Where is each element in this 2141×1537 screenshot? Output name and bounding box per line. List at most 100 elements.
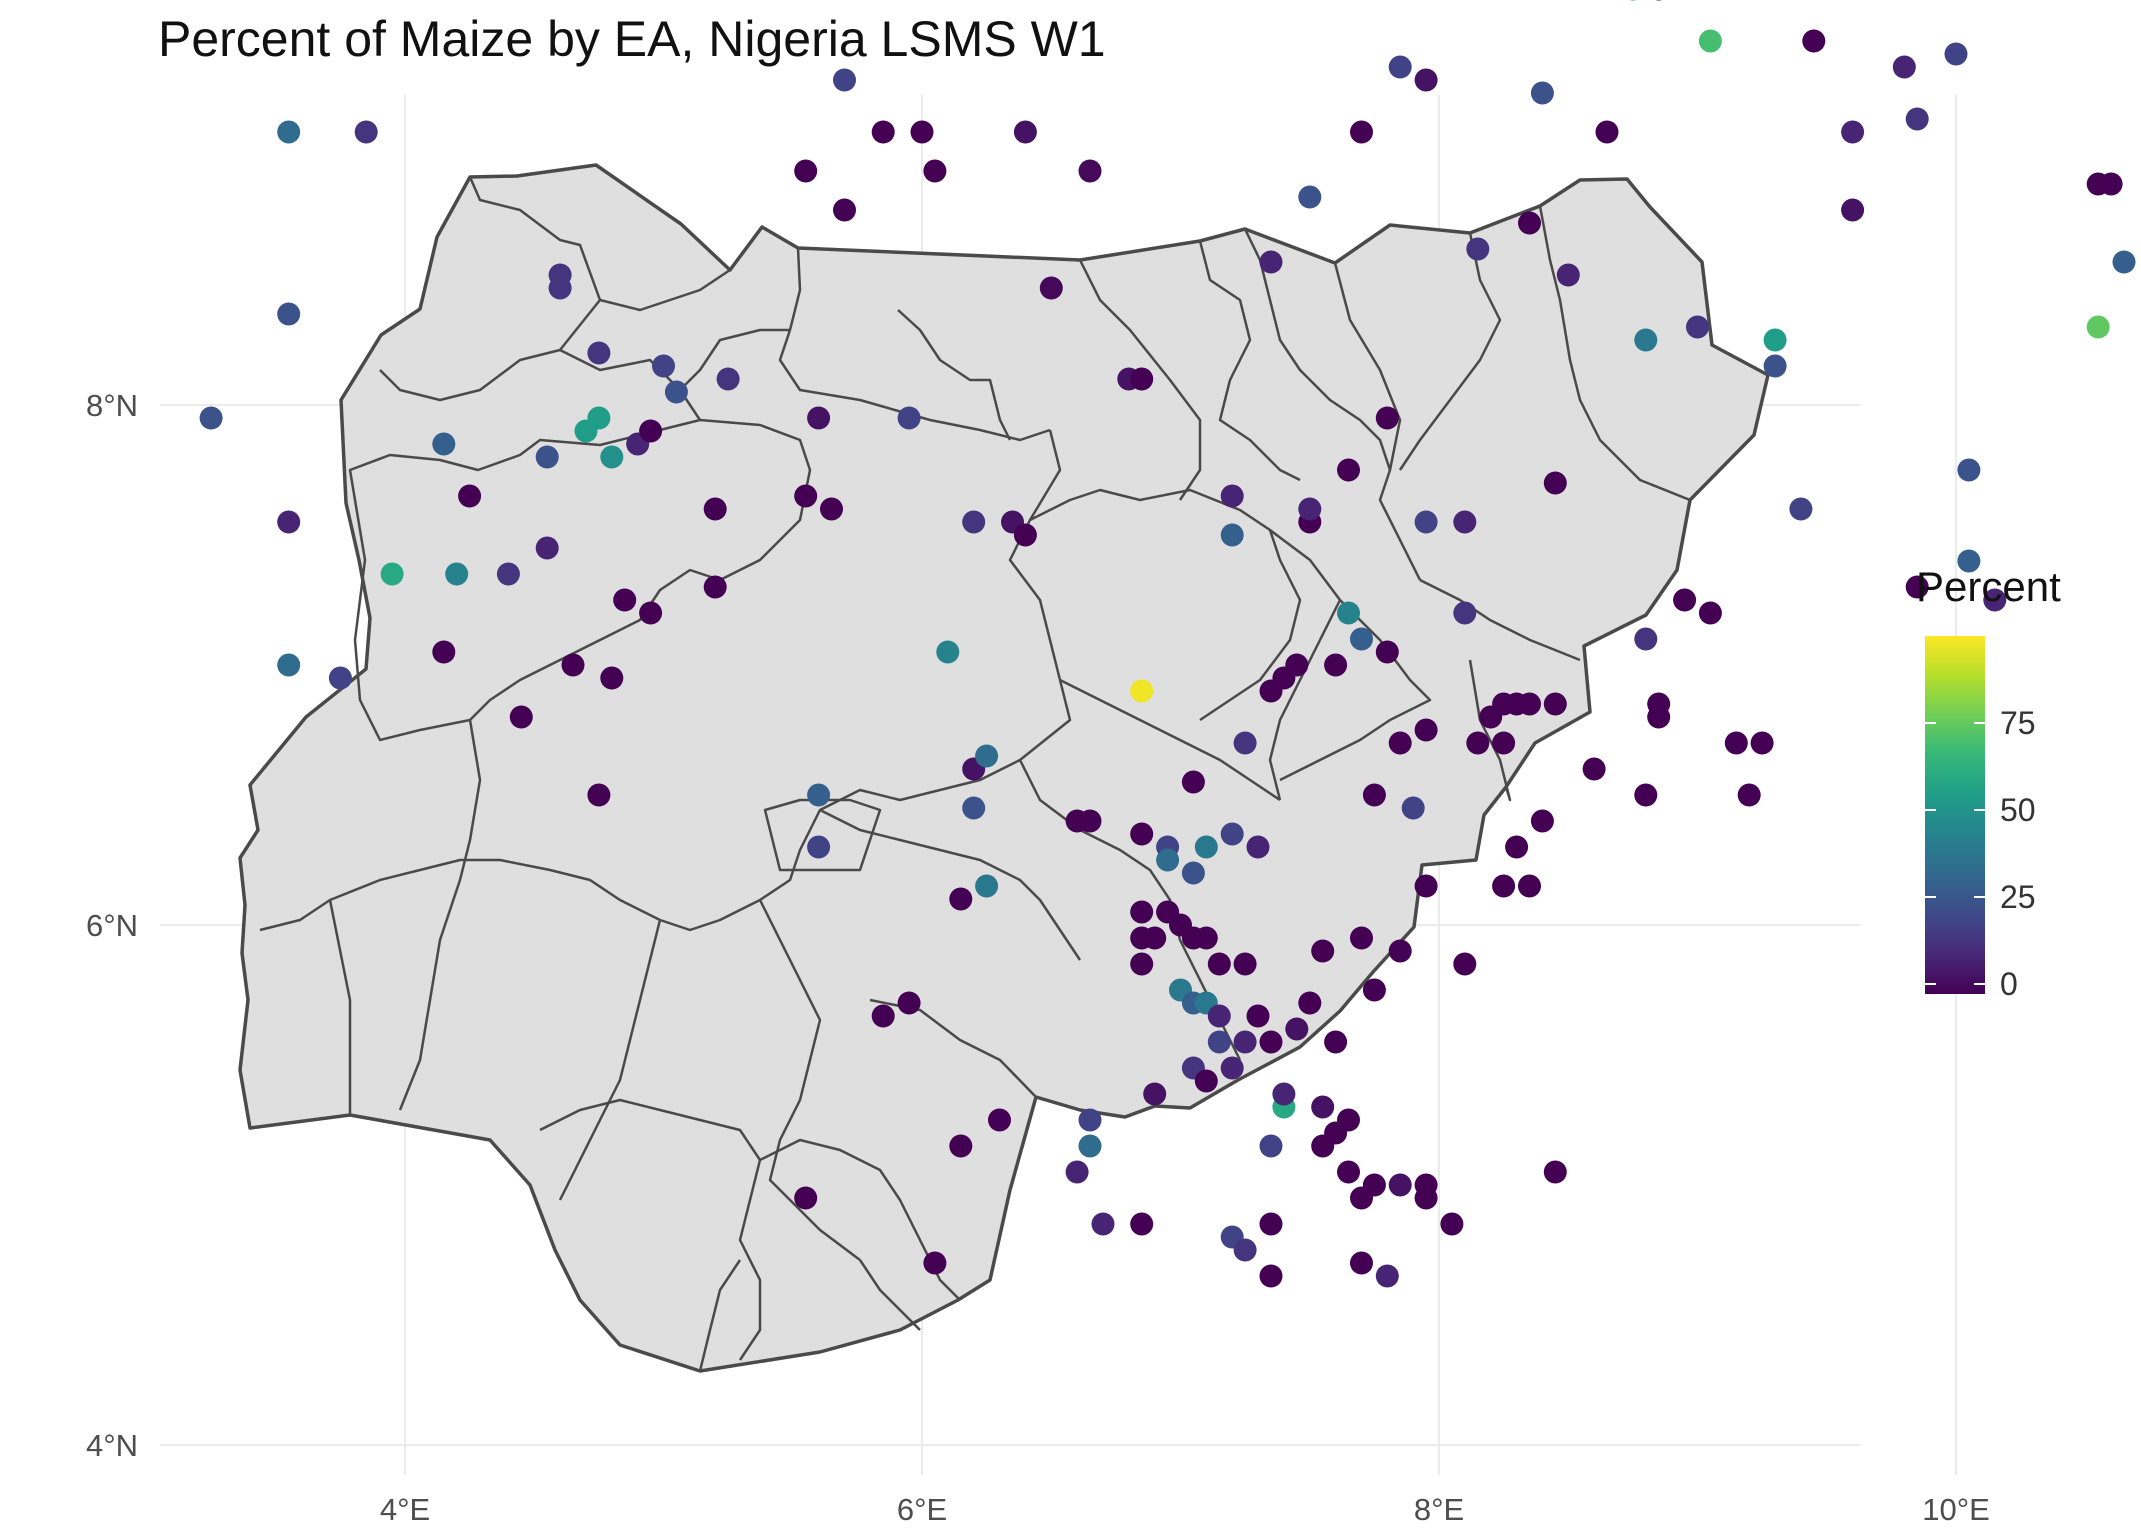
ea-point <box>1595 120 1619 144</box>
ea-point <box>1518 874 1541 898</box>
ea-point <box>1362 783 1386 807</box>
ea-point <box>936 640 960 664</box>
ea-point <box>923 159 947 183</box>
ea-point <box>975 744 999 768</box>
ea-point <box>1143 926 1167 950</box>
ea-point <box>1298 185 1322 209</box>
ea-point <box>1039 276 1063 300</box>
ea-point <box>535 536 559 560</box>
ea-point <box>923 1251 947 1275</box>
ea-point <box>1673 588 1697 612</box>
ea-point <box>1698 29 1722 53</box>
ea-point <box>561 653 585 677</box>
ea-point <box>1130 900 1154 924</box>
ea-point <box>1181 861 1205 885</box>
ea-point <box>277 510 301 534</box>
ea-point <box>1259 1030 1283 1054</box>
ea-point <box>1556 263 1580 287</box>
y-tick-label: 6°N <box>86 908 138 943</box>
ea-point <box>1194 1069 1218 1093</box>
ea-point <box>807 783 831 807</box>
ea-point <box>949 1134 973 1158</box>
ea-point <box>962 796 986 820</box>
ea-point <box>1388 939 1412 963</box>
ea-point <box>458 484 482 508</box>
ea-point <box>2112 250 2136 274</box>
ea-point <box>1414 718 1438 742</box>
ea-point <box>1194 835 1218 859</box>
ea-point <box>1582 757 1606 781</box>
ea-point <box>794 1186 818 1210</box>
ea-point <box>1841 120 1865 144</box>
ea-point <box>1078 1134 1102 1158</box>
ea-point <box>1246 835 1270 859</box>
ea-point <box>1091 1212 1115 1236</box>
ea-point <box>1388 731 1412 755</box>
ea-point <box>1453 601 1477 625</box>
ea-point <box>1983 588 2007 612</box>
ea-point <box>833 68 856 92</box>
ea-point <box>1763 328 1787 352</box>
ea-point <box>1350 926 1373 950</box>
ea-point <box>1414 1186 1438 1210</box>
ea-point <box>1350 1251 1373 1275</box>
legend-tick-label: 0 <box>2000 966 2018 1002</box>
ea-point <box>664 380 688 404</box>
ea-point <box>794 484 818 508</box>
ea-point <box>1233 1238 1257 1262</box>
ea-point <box>1647 705 1671 729</box>
ea-point <box>897 991 921 1015</box>
ea-point <box>2099 172 2123 196</box>
ea-point <box>1350 627 1373 651</box>
ea-point <box>1130 367 1154 391</box>
ea-point <box>1944 42 1968 66</box>
ea-point <box>1311 939 1335 963</box>
ea-point <box>380 562 404 586</box>
ea-point <box>1220 523 1244 547</box>
ea-point <box>1414 68 1438 92</box>
ea-point <box>1013 523 1037 547</box>
ea-point <box>820 497 843 521</box>
ea-point <box>548 263 572 287</box>
ea-point <box>1518 692 1541 716</box>
ea-point <box>1789 497 1813 521</box>
ea-point <box>1905 107 1929 131</box>
ea-point <box>613 588 637 612</box>
ea-point <box>277 120 301 144</box>
ea-point <box>1634 328 1658 352</box>
ea-point <box>1453 510 1477 534</box>
ea-point <box>1388 55 1412 79</box>
ea-point <box>1905 575 1929 599</box>
ea-point <box>949 887 973 911</box>
ea-point <box>833 198 856 222</box>
ea-point <box>277 302 301 326</box>
ea-point <box>1324 653 1348 677</box>
color-legend: 0 25 50 75 <box>1925 636 2036 1002</box>
legend-tick-label: 50 <box>2000 792 2036 828</box>
ea-point <box>445 562 469 586</box>
ea-point <box>1401 796 1425 820</box>
ea-point <box>1207 1030 1231 1054</box>
ea-point <box>652 354 675 378</box>
ea-point <box>1337 458 1360 482</box>
ea-point <box>600 445 624 469</box>
ea-point <box>2086 315 2110 339</box>
ea-point <box>1078 159 1102 183</box>
ea-point <box>1311 1095 1335 1119</box>
ea-point <box>277 653 301 677</box>
ea-point <box>1543 1160 1567 1184</box>
ea-point <box>1285 653 1309 677</box>
ea-point <box>587 341 611 365</box>
ea-point <box>600 666 624 690</box>
x-tick-label: 4°E <box>380 1492 430 1527</box>
ea-point <box>1220 484 1244 508</box>
ea-point <box>1375 406 1399 430</box>
ea-point <box>587 406 611 430</box>
ea-point <box>639 419 663 443</box>
ea-point <box>1466 237 1490 261</box>
ea-point <box>432 640 456 664</box>
ea-point <box>910 120 934 144</box>
ea-point <box>716 367 740 391</box>
ea-point <box>1763 354 1787 378</box>
ea-point <box>1246 1004 1270 1028</box>
